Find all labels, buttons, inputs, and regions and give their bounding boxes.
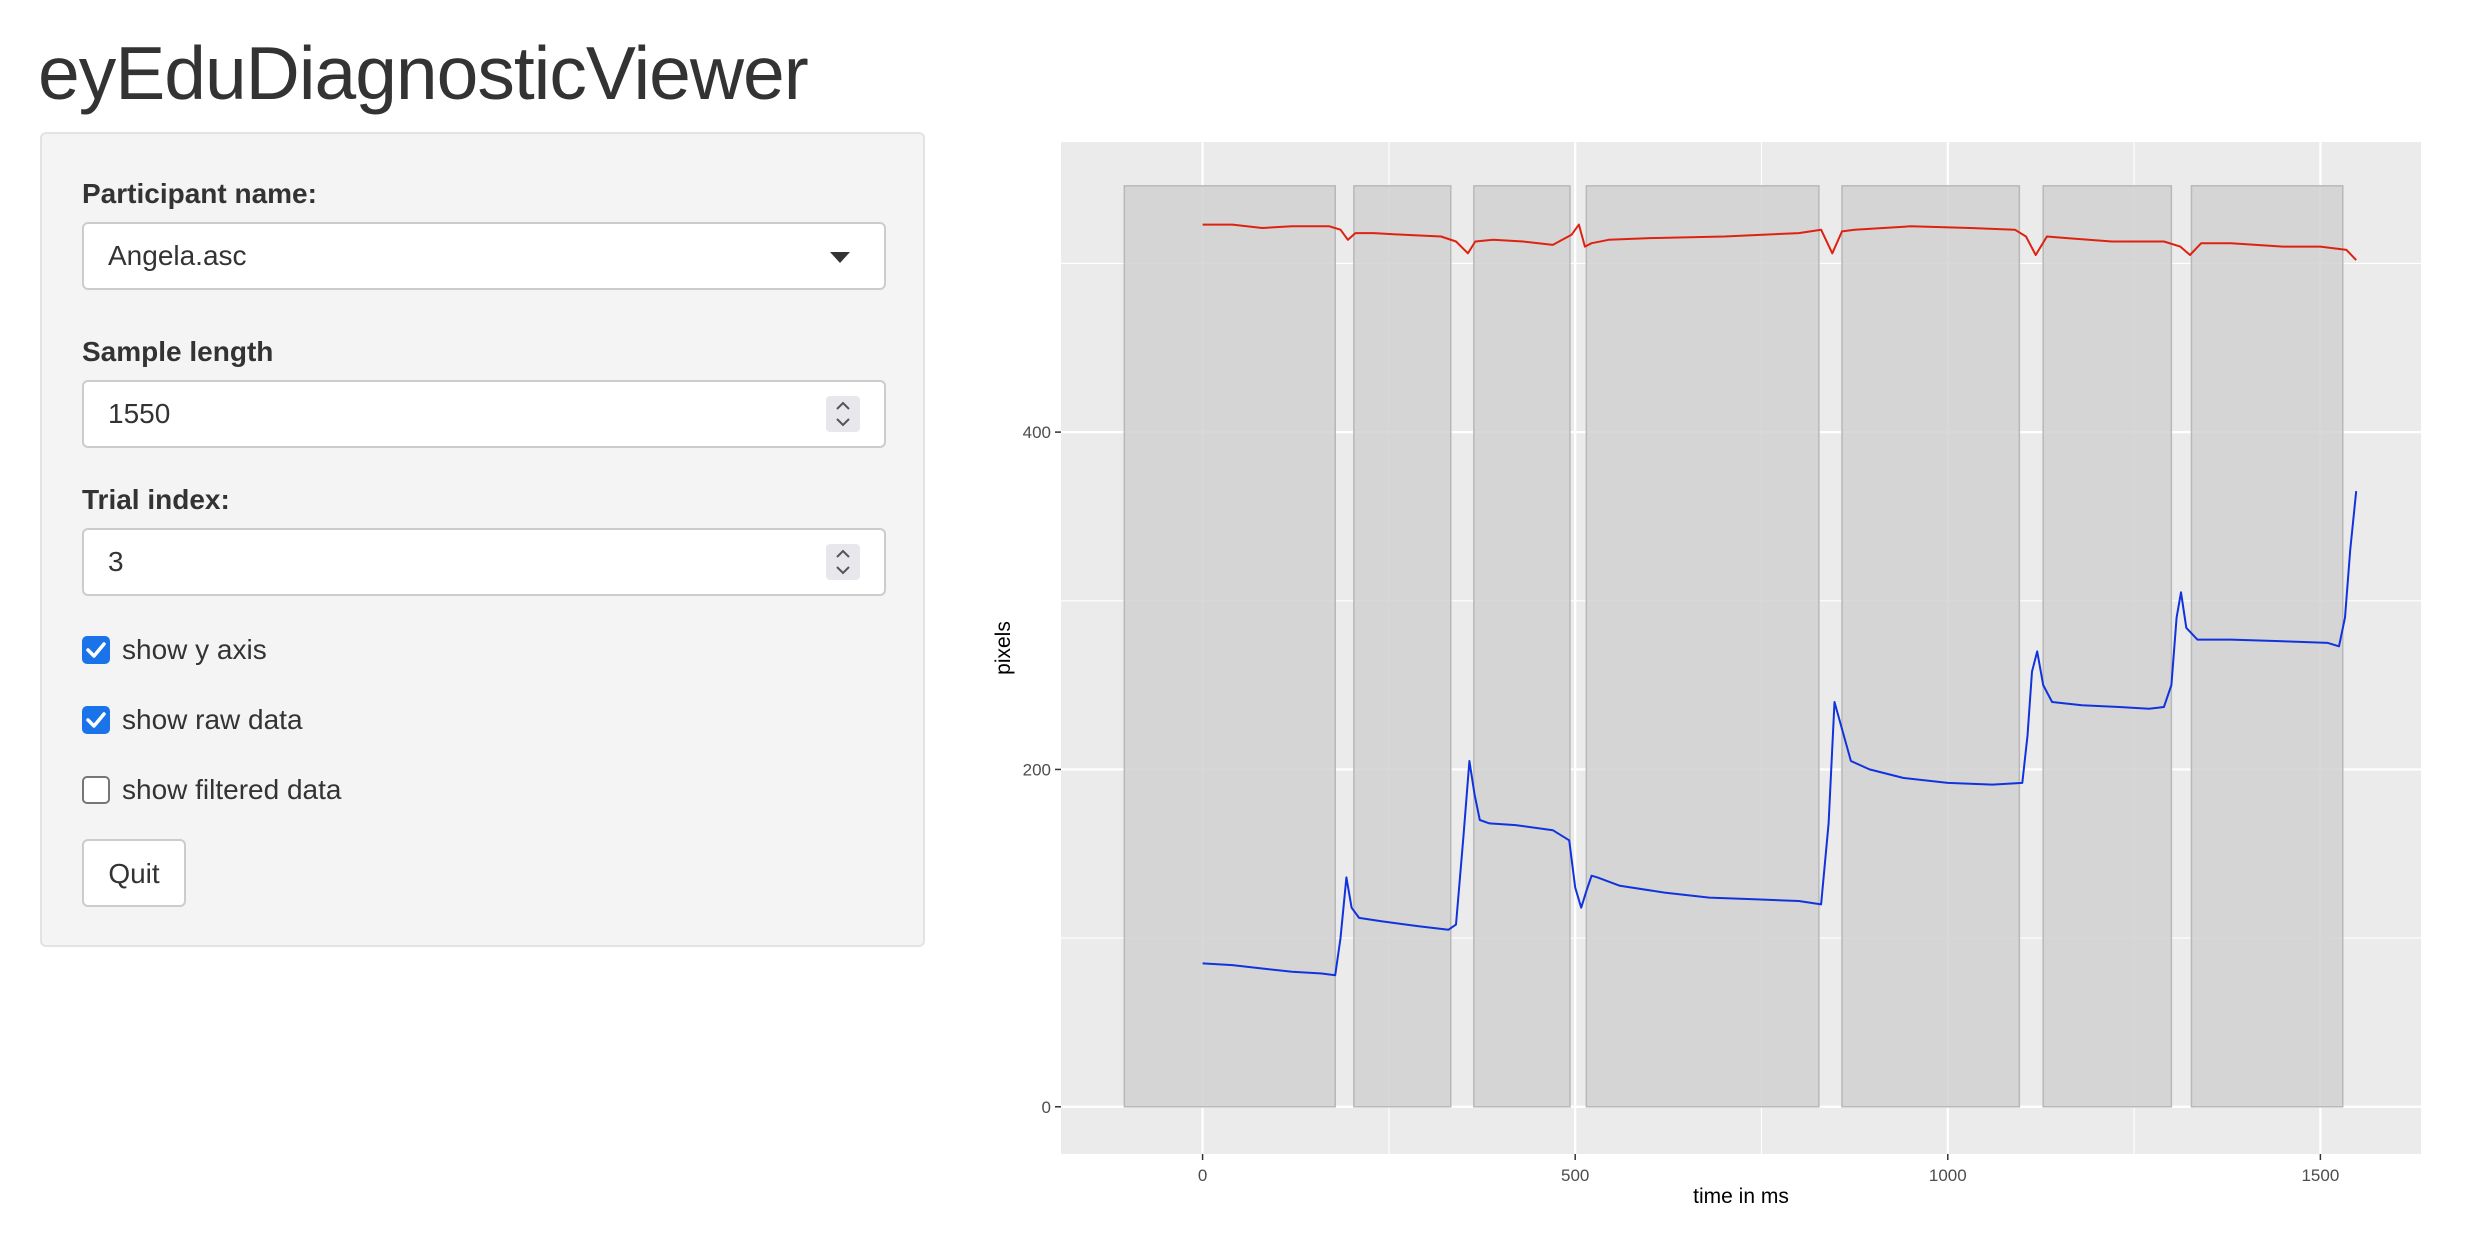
sample-length-spinner-icon[interactable] bbox=[826, 396, 860, 432]
show-filtered-data-label: show filtered data bbox=[122, 774, 342, 805]
fixation-rect bbox=[1123, 185, 1336, 1108]
fixation-rect bbox=[1841, 185, 2021, 1108]
x-tick-label: 500 bbox=[1561, 1166, 1589, 1185]
y-axis-title: pixels bbox=[992, 621, 1015, 675]
show-y-axis-label: show y axis bbox=[122, 634, 267, 665]
axis-layer: 0 500 1000 1500 0 200 400 bbox=[1023, 423, 2340, 1185]
fixation-rect bbox=[1585, 185, 1820, 1108]
fixation-rect bbox=[1473, 185, 1571, 1108]
x-tick-label: 0 bbox=[1198, 1166, 1207, 1185]
fixation-rect bbox=[2190, 185, 2344, 1108]
trial-index-input[interactable]: 3 bbox=[82, 528, 886, 596]
show-raw-data-check-icon[interactable] bbox=[82, 706, 110, 734]
trial-index-spinner-icon[interactable] bbox=[826, 544, 860, 580]
x-tick-label: 1500 bbox=[2301, 1166, 2339, 1185]
y-tick-label: 400 bbox=[1023, 423, 1051, 442]
fixation-rect bbox=[1353, 185, 1452, 1108]
dropdown-caret-icon bbox=[830, 252, 850, 263]
show-raw-data-label: show raw data bbox=[122, 704, 303, 735]
series-layer bbox=[1202, 223, 2358, 977]
participant-label: Participant name: bbox=[82, 178, 317, 209]
gaze-plot: 0 500 1000 1500 0 200 400 time in ms pixels bbox=[992, 142, 2421, 1208]
quit-button[interactable]: Quit bbox=[82, 839, 186, 907]
y-tick-label: 200 bbox=[1023, 760, 1051, 779]
x-axis-title: time in ms bbox=[1693, 1185, 1789, 1208]
participant-select-value: Angela.asc bbox=[108, 240, 247, 271]
sample-length-label: Sample length bbox=[82, 336, 274, 367]
app-title: eyEduDiagnosticViewer bbox=[38, 31, 809, 115]
sample-length-value: 1550 bbox=[108, 398, 171, 429]
y-tick-label: 0 bbox=[1042, 1098, 1051, 1117]
participant-select[interactable]: Angela.asc bbox=[82, 222, 886, 290]
trial-index-value: 3 bbox=[108, 546, 124, 577]
sample-length-input[interactable]: 1550 bbox=[82, 380, 886, 448]
sidebar-panel: Participant name: Angela.asc Sample leng… bbox=[40, 132, 925, 947]
fixation-rect bbox=[2042, 185, 2173, 1108]
series-line-x bbox=[1202, 223, 2357, 261]
series-line-y bbox=[1202, 490, 2358, 977]
show-y-axis-check-icon[interactable] bbox=[82, 636, 110, 664]
fixation-rect-layer bbox=[1123, 185, 2344, 1108]
x-tick-label: 1000 bbox=[1929, 1166, 1967, 1185]
show-filtered-data-check-icon[interactable] bbox=[82, 776, 110, 804]
trial-index-label: Trial index: bbox=[82, 484, 230, 515]
